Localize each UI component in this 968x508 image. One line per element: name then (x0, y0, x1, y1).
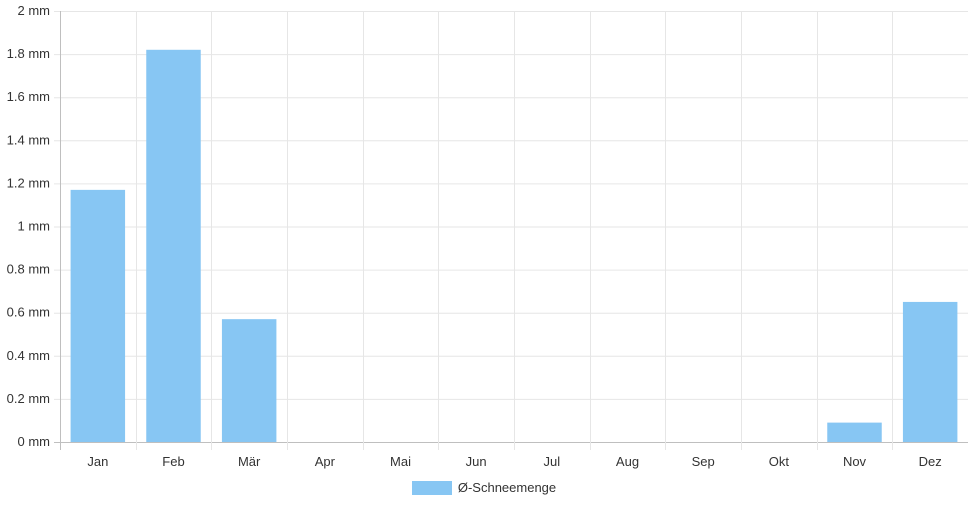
y-tick-label: 1 mm (18, 219, 51, 234)
x-tick-label: Jun (466, 454, 487, 469)
y-tick-label: 0.6 mm (7, 305, 50, 320)
legend-swatch (411, 480, 452, 495)
x-tick-label: Dez (919, 454, 942, 469)
y-tick-label: 1.8 mm (7, 46, 50, 61)
x-tick-label: Mai (390, 454, 411, 469)
y-axis: 0 mm 0.2 mm 0.4 mm 0.6 mm 0.8 mm 1 mm 1.2 mm 1.… (7, 3, 50, 449)
x-axis: Jan Feb Mär Apr Mai Jun Jul Aug Sep Okt Nov Dez (87, 454, 941, 469)
y-tick-label: 0.8 mm (7, 262, 50, 277)
bars (70, 49, 958, 442)
y-tick-label: 1.6 mm (7, 89, 50, 104)
x-tick-label: Mär (238, 454, 261, 469)
legend[interactable]: Ø-Schneemenge (0, 480, 968, 495)
bar[interactable] (221, 319, 277, 442)
legend-label: Ø-Schneemenge (457, 480, 557, 495)
grid-lines (54, 11, 968, 450)
x-tick-label: Feb (162, 454, 184, 469)
x-tick-label: Apr (315, 454, 336, 469)
y-tick-label: 0 mm (18, 434, 51, 449)
y-tick-label: 1.4 mm (7, 132, 50, 147)
y-tick-label: 0.4 mm (7, 348, 50, 363)
x-tick-label: Sep (692, 454, 715, 469)
bar[interactable] (827, 422, 882, 442)
x-tick-label: Aug (616, 454, 639, 469)
x-tick-label: Okt (769, 454, 790, 469)
bar[interactable] (902, 301, 958, 442)
x-tick-label: Jan (87, 454, 108, 469)
y-tick-label: 1.2 mm (7, 175, 50, 190)
snow-bar-chart: 0 mm 0.2 mm 0.4 mm 0.6 mm 0.8 mm 1 mm 1.2 mm 1.… (7, 3, 968, 469)
x-tick-label: Jul (544, 454, 561, 469)
bar[interactable] (70, 189, 126, 442)
x-tick-label: Nov (843, 454, 867, 469)
y-tick-label: 0.2 mm (7, 391, 50, 406)
bar[interactable] (146, 49, 201, 442)
y-tick-label: 2 mm (18, 3, 51, 18)
